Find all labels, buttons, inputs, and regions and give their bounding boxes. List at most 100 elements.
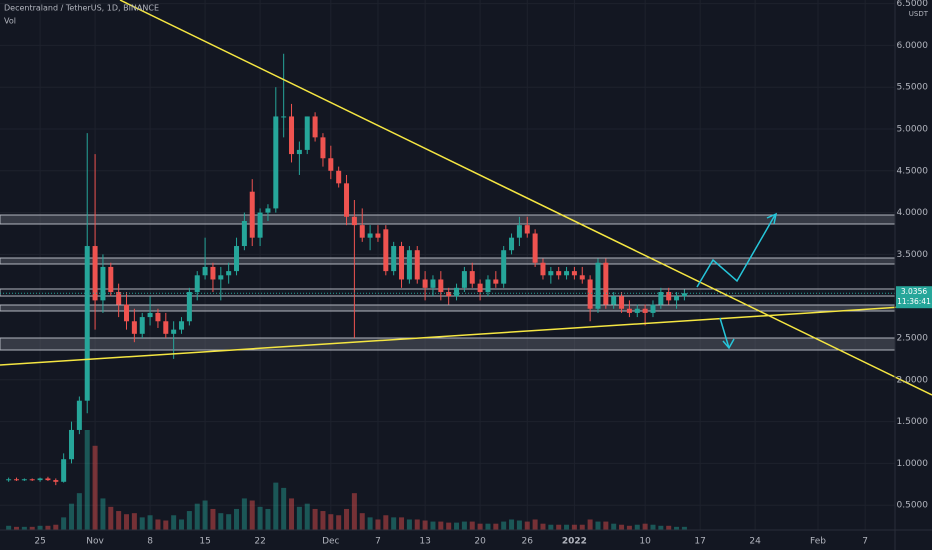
candles [0,53,895,486]
candle-body [344,183,350,217]
volume-bar [556,524,562,530]
candle-body [375,233,381,238]
x-tick-label: 26 [522,537,534,547]
candle-body [642,308,648,313]
volume-bar [108,506,114,530]
candle-body [351,216,357,226]
volume-bar [422,520,428,530]
volume-bar [532,519,538,530]
candle-body [446,292,452,297]
volume-bar [320,511,326,530]
candle-body [658,292,664,305]
candle-body [21,479,27,481]
candle-body [45,478,51,481]
volume-bar [265,508,271,530]
volume-bar [406,519,412,530]
candle-body [564,271,570,276]
volume-bar [367,517,373,530]
candle-body [186,292,192,322]
candle-body [210,266,216,280]
volume-bar [564,524,570,530]
volume-bar [658,525,664,530]
candle-body [84,246,90,401]
candle-body [406,250,412,280]
volume-bar [226,514,232,530]
volume-bar [76,493,82,530]
candle-body [163,321,169,334]
x-tick-label: 7 [862,537,868,547]
candle-body [194,275,200,293]
volume-bar [485,523,491,530]
candle-body [6,479,12,481]
volume-layer [6,430,687,530]
x-tick-label: Feb [810,537,826,547]
volume-bar [634,524,640,530]
y-tick-label: 5.5000 [897,83,929,93]
volume-bar [493,523,499,530]
candle-body [336,170,342,184]
candle-body [226,271,232,276]
volume-bar [344,508,350,530]
volume-bar [454,522,460,530]
volume-bar [194,503,200,530]
candle-body [493,279,499,284]
trend-line [119,0,932,396]
candle-body [399,246,405,280]
candle-body [131,321,137,334]
volume-bar [666,525,672,530]
volume-bar [139,517,145,530]
candle-body [587,279,593,309]
candle-body [124,304,130,322]
candle-body [681,293,687,297]
candle-body [469,271,475,284]
candle-body [29,479,35,481]
candle-body [61,459,67,482]
candle-body [289,116,295,155]
x-tick-label: Nov [86,537,104,547]
candle-body [461,271,467,288]
volume-bar [61,517,67,530]
volume-bar [336,515,342,530]
volume-bar [438,521,444,530]
drawings [0,0,932,396]
volume-bar [548,524,554,530]
volume-bar [579,524,585,530]
candle-body [485,279,491,293]
volume-bar [241,498,247,530]
volume-bar [477,523,483,530]
volume-bar [312,508,318,530]
x-tick-label: 20 [474,537,486,547]
candle-body [595,262,601,309]
candle-body [92,246,98,301]
y-tick-label: 3.5000 [897,250,929,260]
volume-bar [100,498,106,530]
candle-body [179,321,185,330]
volume-bar [37,525,43,530]
candle-body [516,225,522,238]
volume-bar [6,525,12,530]
price-tag-value: 3.0356 [901,287,927,296]
candle-body [139,317,145,334]
candle-body [414,250,420,280]
volume-bar [603,521,609,530]
candle-body [674,296,680,301]
volume-bar [218,513,224,530]
volume-bar [163,520,169,530]
zones [0,214,896,351]
candle-body [241,220,247,247]
currency: USDT [909,10,929,18]
y-tick-label: 4.0000 [897,208,929,218]
candle-body [265,208,271,213]
y-tick-label: 1.5000 [897,417,929,427]
candle-body [603,262,609,305]
candle-body [477,283,483,293]
x-tick-label: 8 [147,537,153,547]
candle-body [14,479,20,481]
candle-body [76,400,82,430]
candle-body [430,279,436,288]
volume-bar [202,500,208,530]
volume-bar [249,500,255,530]
zone [0,257,896,265]
volume-bar [179,519,185,530]
volume-bar [399,517,405,530]
